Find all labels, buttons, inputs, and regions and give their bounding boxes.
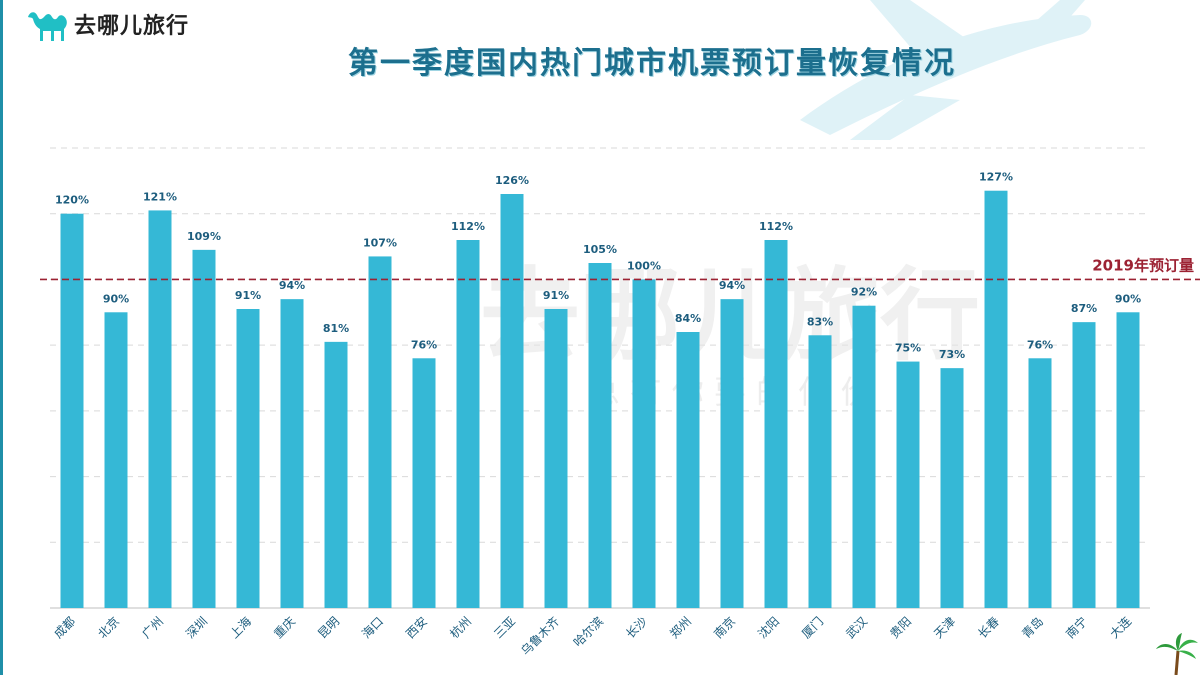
bar: [720, 299, 744, 608]
data-label: 109%: [187, 230, 221, 243]
bar: [940, 368, 964, 608]
chart-title: 第一季度国内热门城市机票预订量恢复情况: [348, 46, 956, 81]
data-label: 90%: [1115, 292, 1141, 305]
bar: [236, 309, 260, 608]
bar: [1116, 312, 1140, 608]
x-tick-label: 贵阳: [887, 614, 914, 641]
bar: [676, 332, 700, 608]
reference-line-label: 2019年预订量: [1092, 256, 1194, 274]
x-tick-label: 昆明: [315, 614, 342, 641]
x-tick-label: 深圳: [183, 614, 210, 641]
x-tick-label: 大连: [1107, 614, 1135, 642]
data-label: 76%: [1027, 338, 1053, 351]
x-tick-label: 三亚: [491, 614, 518, 641]
data-label: 107%: [363, 236, 397, 249]
bar: [544, 309, 568, 608]
x-tick-label: 天津: [931, 614, 958, 641]
x-tick-label: 哈尔滨: [570, 614, 606, 650]
data-label: 120%: [55, 194, 89, 207]
bar: [984, 190, 1008, 608]
x-tick-label: 杭州: [447, 614, 475, 642]
airplane-watermark-icon: [800, 0, 1092, 140]
x-tick-label: 长沙: [623, 614, 650, 641]
x-tick-label: 长春: [975, 614, 1002, 641]
bar: [764, 240, 788, 608]
x-tick-label: 南京: [711, 614, 739, 642]
data-label: 91%: [543, 289, 569, 302]
bar: [588, 263, 612, 608]
bar: [368, 256, 392, 608]
data-label: 75%: [895, 342, 921, 355]
brand-name: 去哪儿旅行: [74, 14, 190, 39]
data-label: 94%: [719, 279, 745, 292]
bar: [1028, 358, 1052, 608]
x-tick-label: 厦门: [799, 614, 827, 642]
left-frame-border: [0, 0, 3, 675]
x-tick-label: 沈阳: [755, 614, 783, 642]
data-label: 112%: [759, 220, 793, 233]
x-tick-label: 郑州: [667, 614, 695, 642]
x-tick-label: 青岛: [1019, 614, 1047, 642]
x-tick-label: 重庆: [271, 614, 298, 641]
bar: [192, 249, 216, 608]
data-label: 76%: [411, 338, 437, 351]
data-label: 100%: [627, 259, 661, 272]
bar: [808, 335, 832, 608]
bar: [456, 240, 480, 608]
bar: [896, 361, 920, 608]
camel-logo-icon: [28, 12, 67, 41]
x-tick-label: 乌鲁木齐: [518, 614, 563, 659]
bar: [324, 341, 348, 608]
data-label: 126%: [495, 174, 529, 187]
data-label: 91%: [235, 289, 261, 302]
data-label: 84%: [675, 312, 701, 325]
bar: [632, 279, 656, 608]
data-label: 127%: [979, 171, 1013, 184]
x-tick-label: 西安: [403, 614, 431, 642]
x-tick-label: 北京: [95, 614, 122, 641]
bar: [60, 213, 84, 608]
data-label: 90%: [103, 292, 129, 305]
bar: [280, 299, 304, 608]
bar: [1072, 322, 1096, 608]
bar: [104, 312, 128, 608]
data-label: 112%: [451, 220, 485, 233]
palm-tree-icon: [1156, 633, 1198, 675]
bar: [412, 358, 436, 608]
bar: [852, 305, 876, 608]
data-label: 87%: [1071, 302, 1097, 315]
x-tick-label: 武汉: [843, 614, 870, 641]
data-label: 73%: [939, 348, 965, 361]
x-tick-label: 广州: [139, 614, 166, 641]
data-label: 92%: [851, 286, 877, 299]
data-label: 81%: [323, 322, 349, 335]
x-tick-label: 南宁: [1063, 614, 1091, 642]
x-tick-label: 海口: [359, 614, 387, 642]
data-label: 121%: [143, 190, 177, 203]
data-label: 83%: [807, 315, 833, 328]
x-tick-label: 上海: [227, 614, 255, 642]
bar: [148, 210, 172, 608]
bar: [500, 194, 524, 608]
x-tick-label: 成都: [51, 614, 78, 641]
brand-logo: 去哪儿旅行: [26, 4, 189, 44]
data-label: 105%: [583, 243, 617, 256]
data-label: 94%: [279, 279, 305, 292]
